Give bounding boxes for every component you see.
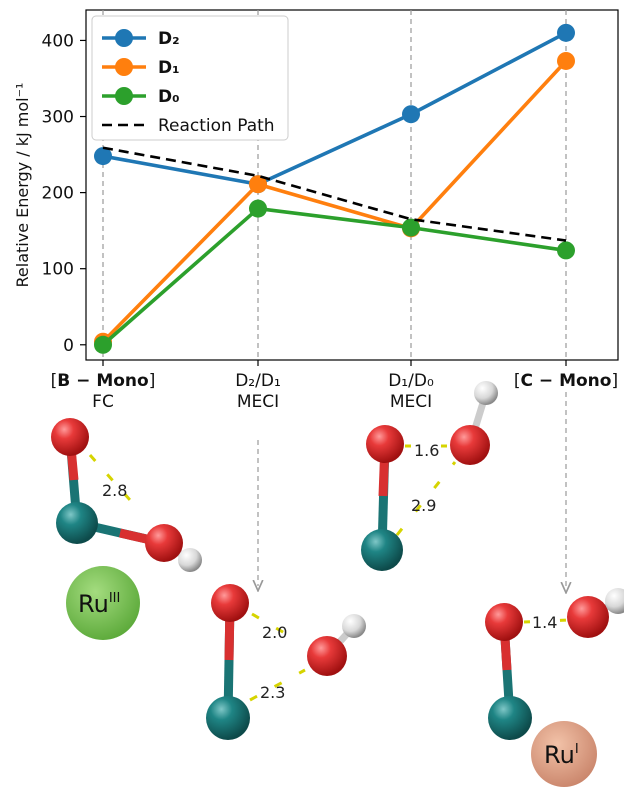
- legend-item: Reaction Path: [102, 116, 275, 136]
- atom-h: [342, 614, 366, 638]
- atom-o: [51, 418, 89, 456]
- legend-label: D₀: [158, 87, 180, 107]
- series-line: [101, 59, 568, 344]
- legend-item: D₁: [102, 58, 180, 78]
- data-point: [94, 147, 112, 166]
- structure-d1d0: 1.6 2.9: [361, 381, 498, 571]
- structure-c-mono: 1.4: [485, 588, 624, 740]
- atom-h: [474, 381, 498, 405]
- badge-ru-iii-label: RuIII: [78, 590, 120, 618]
- bond-label: 1.4: [532, 613, 557, 632]
- atom-ru: [56, 502, 98, 544]
- structure-arrows: [258, 392, 566, 588]
- legend-item: D₂: [102, 29, 180, 49]
- atom-o: [485, 603, 523, 641]
- data-point: [557, 51, 575, 70]
- legend-swatch-marker: [115, 58, 133, 76]
- y-tick-label: 0: [63, 336, 74, 356]
- x-tick-sublabel: FC: [92, 392, 114, 412]
- legend-swatch-marker: [115, 87, 133, 105]
- badge-ru-i-label: RuI: [544, 741, 579, 769]
- y-axis-label: Relative Energy / kJ mol⁻¹: [13, 83, 32, 288]
- x-tick-label: D₁/D₀: [388, 371, 434, 391]
- x-tick-label: D₂/D₁: [235, 371, 281, 391]
- data-point: [249, 199, 267, 218]
- bond-label: 2.8: [102, 481, 127, 500]
- series-layer: [94, 23, 575, 354]
- structure-d2d1: 2.0 2.3: [206, 584, 366, 740]
- series-line: [102, 146, 567, 242]
- data-point: [94, 335, 112, 354]
- bond-label: 2.9: [411, 496, 436, 515]
- data-point: [249, 175, 267, 194]
- series-2: [94, 199, 575, 354]
- legend: D₂ D₁ D₀ Reaction Path: [91, 15, 289, 141]
- legend-label: Reaction Path: [158, 116, 275, 136]
- series-3: [102, 146, 567, 242]
- bond-label: 2.3: [260, 683, 285, 702]
- x-tick-sublabel: MECI: [390, 392, 432, 412]
- atom-o: [307, 636, 347, 676]
- atom-o: [450, 425, 490, 465]
- y-axis: 0 100 200 300 400: [42, 31, 86, 356]
- legend-label: D₂: [158, 29, 180, 49]
- legend-box: [91, 15, 289, 141]
- y-tick-label: 400: [42, 31, 74, 51]
- data-point: [402, 218, 420, 237]
- atom-h: [178, 548, 202, 572]
- badge-ru-i: RuI: [531, 721, 597, 787]
- atom-ru: [488, 696, 532, 740]
- atom-ru: [206, 696, 250, 740]
- y-tick-label: 200: [42, 184, 74, 204]
- atom-ru: [361, 529, 403, 571]
- atom-o: [567, 596, 609, 638]
- plot-frame: [85, 9, 619, 361]
- y-tick-label: 300: [42, 108, 74, 128]
- data-point: [557, 241, 575, 260]
- atom-h: [605, 588, 624, 614]
- legend-swatch-marker: [115, 29, 133, 47]
- atom-o: [145, 524, 183, 562]
- legend-item: D₀: [102, 87, 180, 107]
- bond-label: 1.6: [414, 441, 439, 460]
- structure-fc: 2.8: [51, 418, 202, 572]
- x-tick-label: [B − Mono]: [51, 371, 156, 391]
- atom-o: [211, 584, 249, 622]
- data-point: [402, 105, 420, 124]
- x-tick-label: [C − Mono]: [514, 371, 618, 391]
- data-point: [557, 23, 575, 42]
- badge-ru-iii: RuIII: [66, 566, 140, 640]
- y-tick-label: 100: [42, 260, 74, 280]
- x-tick-sublabel: MECI: [237, 392, 279, 412]
- bond-label: 2.0: [262, 623, 287, 642]
- series-line: [102, 31, 567, 187]
- series-line: [101, 206, 567, 347]
- legend-label: D₁: [158, 58, 180, 78]
- atom-o: [366, 425, 404, 463]
